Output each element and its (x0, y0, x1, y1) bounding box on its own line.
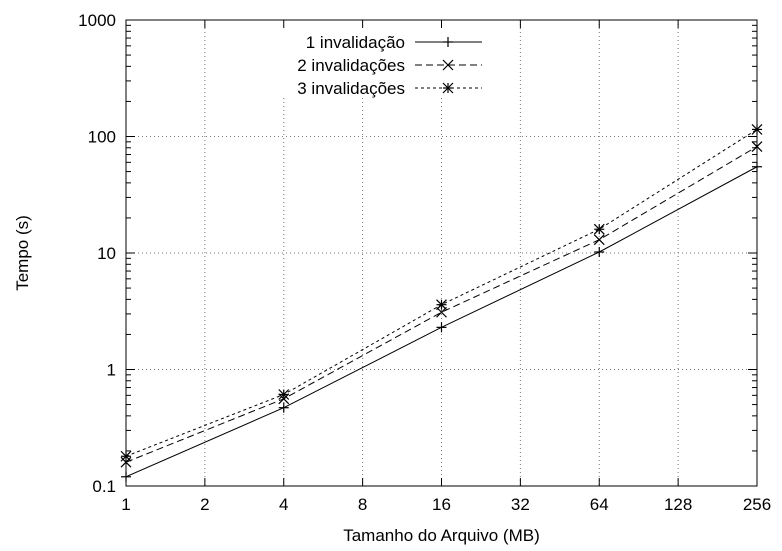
x-tick-labels: 1 2 4 8 16 32 64 128 256 (121, 495, 771, 514)
data-point (278, 402, 289, 413)
y-tick-label: 1 (107, 361, 116, 380)
series-line-2 (125, 146, 758, 463)
data-point (436, 322, 447, 333)
legend: 1 invalidação 2 invalidações 3 invalidaçõe… (297, 33, 482, 98)
data-point (436, 299, 447, 311)
data-point (278, 389, 290, 400)
y-tick-labels: 0.1 1 10 100 1000 (78, 11, 116, 496)
y-tick-label: 10 (97, 244, 116, 263)
data-point (436, 306, 447, 318)
x-tick-label: 32 (511, 495, 530, 514)
y-tick-label: 1000 (78, 11, 116, 30)
x-tick-label: 64 (590, 495, 609, 514)
legend-label: 3 invalidações (297, 79, 405, 98)
x-axis-label: Tamanho do Arquivo (MB) (343, 526, 540, 545)
data-point (593, 223, 605, 235)
data-point (593, 234, 605, 246)
y-axis-label: Tempo (s) (13, 215, 32, 291)
x-tick-label: 16 (432, 495, 451, 514)
legend-marker (442, 82, 454, 94)
x-tick-label: 256 (743, 495, 771, 514)
legend-marker (443, 37, 453, 47)
grid (126, 20, 757, 486)
y-tick-label: 0.1 (92, 477, 116, 496)
data-point (594, 246, 605, 257)
x-tick-label: 8 (358, 495, 367, 514)
legend-marker (442, 59, 454, 71)
x-tick-label: 128 (664, 495, 692, 514)
legend-label: 1 invalidação (306, 33, 405, 52)
x-tick-label: 1 (121, 495, 130, 514)
y-tick-label: 100 (88, 128, 116, 147)
axis-ticks (125, 19, 758, 487)
x-tick-label: 2 (200, 495, 209, 514)
x-tick-label: 4 (279, 495, 288, 514)
legend-label: 2 invalidações (297, 56, 405, 75)
